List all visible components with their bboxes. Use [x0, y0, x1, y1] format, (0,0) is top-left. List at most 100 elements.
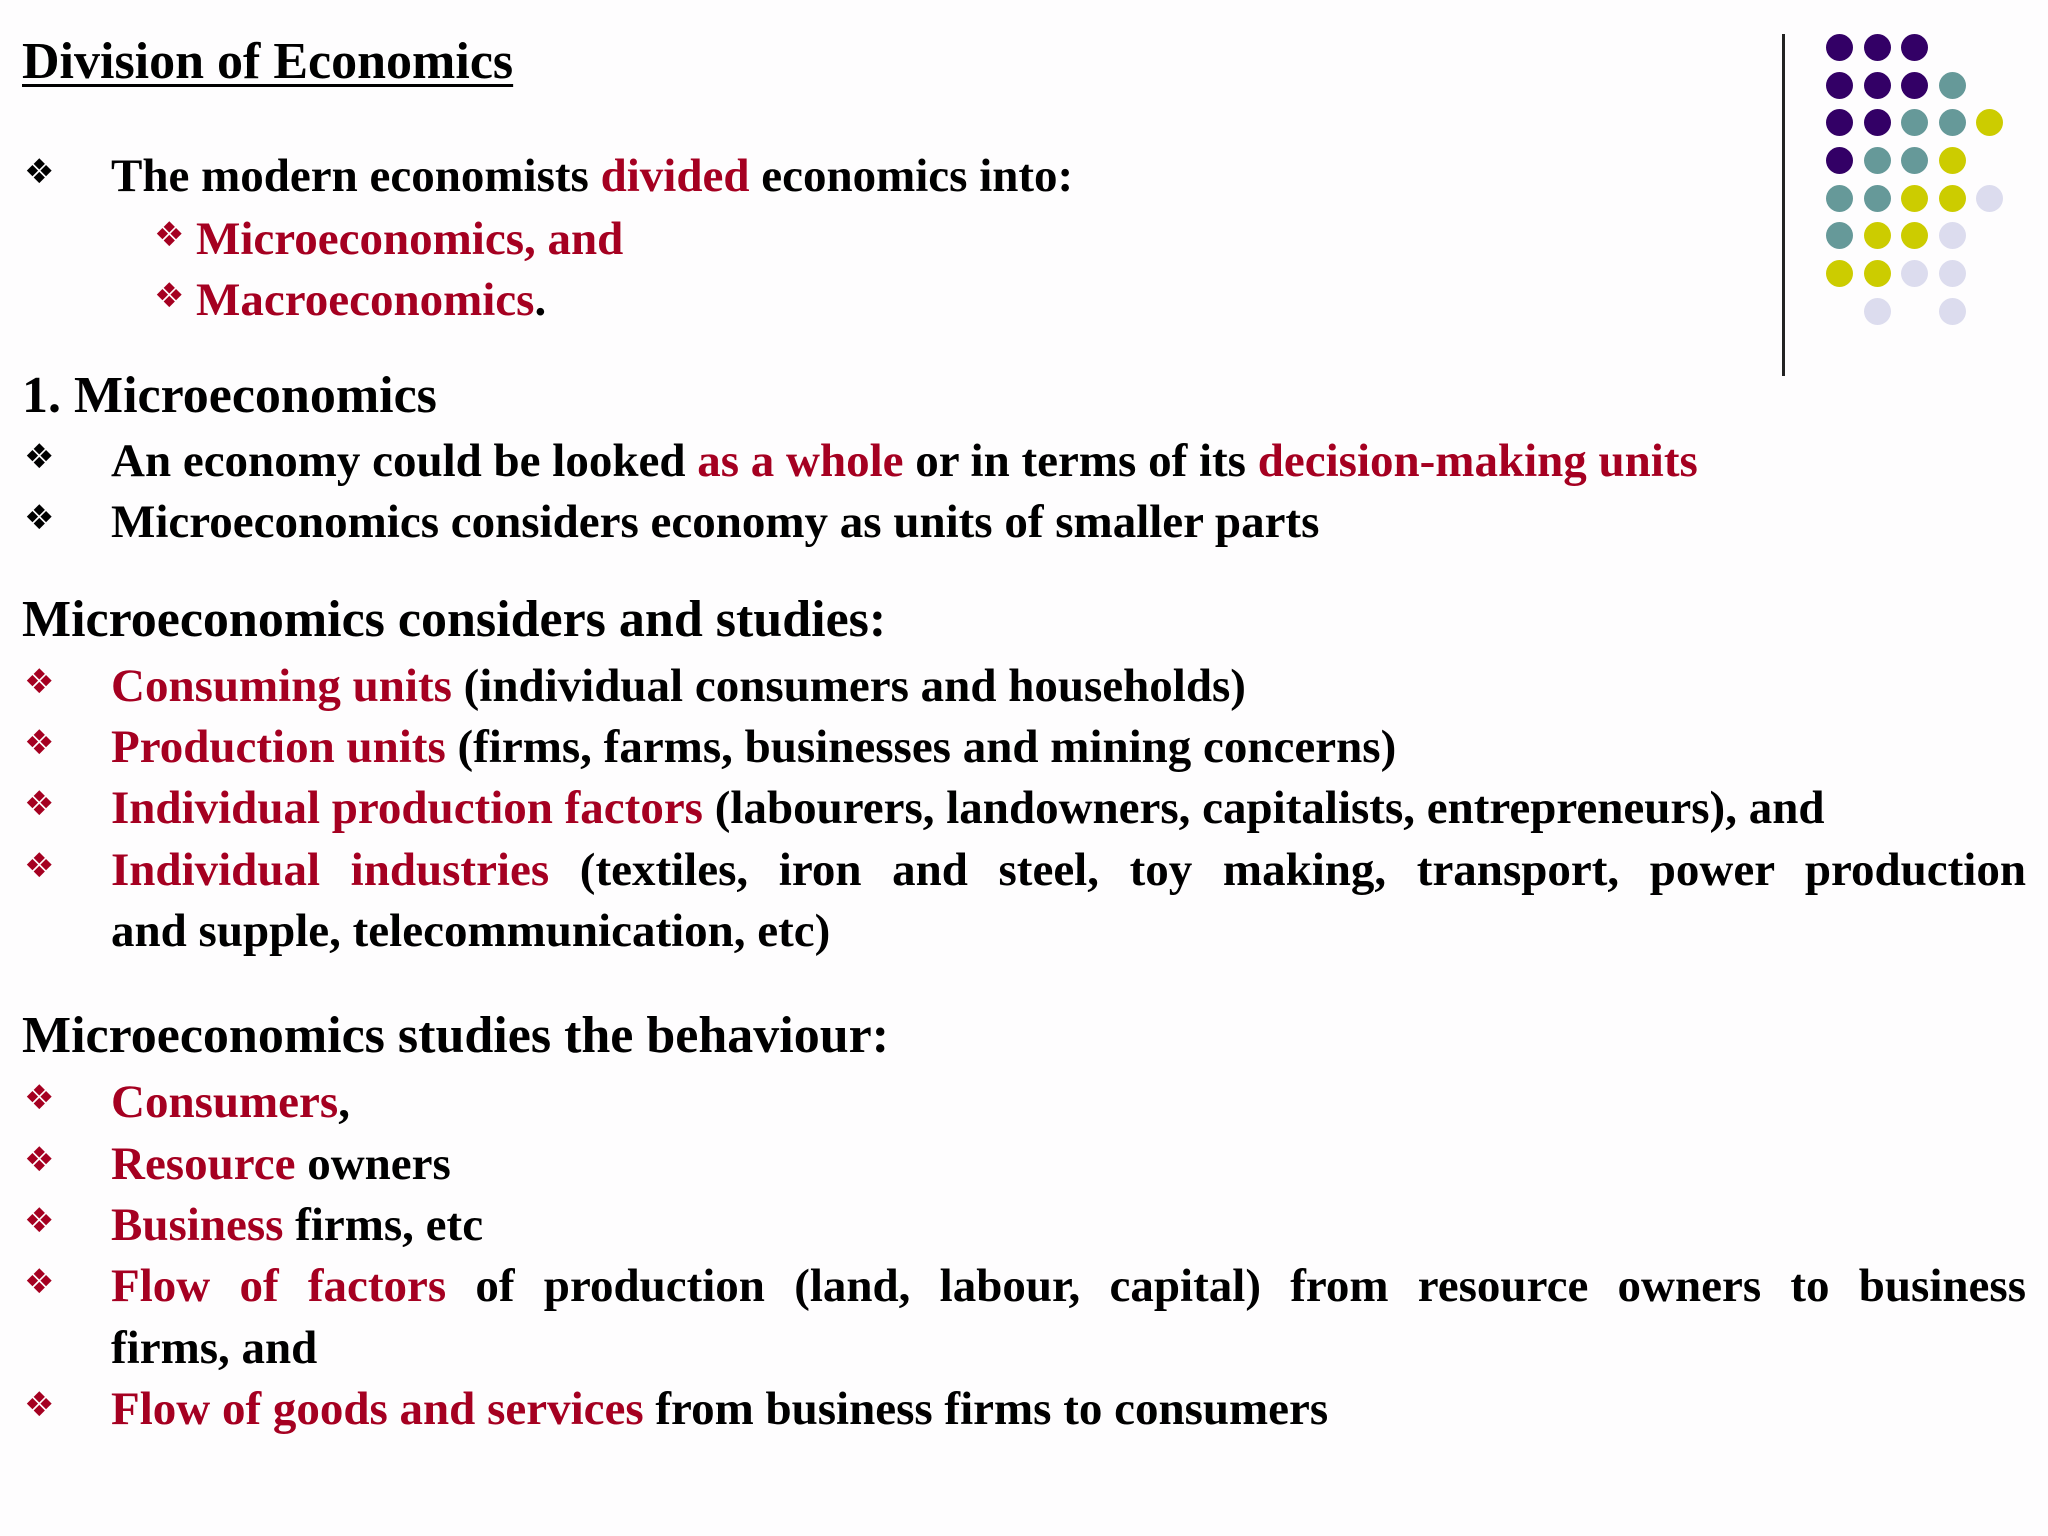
decorative-dot — [1976, 109, 2003, 136]
text: (labourers, landowners, capitalists, ent… — [702, 782, 1825, 834]
decorative-dot — [1901, 109, 1928, 136]
decorative-dot — [1864, 185, 1891, 212]
highlighted-text: Flow of factors — [111, 1260, 447, 1312]
decorative-dot — [1976, 185, 2003, 212]
text: firms, and — [111, 1322, 318, 1374]
bullet-icon: ❖ — [24, 437, 55, 477]
highlighted-text: Macroeconomics — [196, 274, 535, 326]
decorative-dot — [1901, 34, 1928, 61]
section-heading: 1. Microeconomics — [22, 368, 437, 424]
bullet-item: ❖ Individual industries (textiles, iron a… — [24, 842, 2026, 898]
bullet-item: ❖ Consuming units (individual consumers a… — [24, 658, 1246, 714]
bullet-item: ❖ Flow of goods and services from busines… — [24, 1381, 1329, 1437]
decorative-dot — [1826, 109, 1853, 136]
bullet-item: ❖ Consumers, — [24, 1074, 350, 1130]
bullet-icon: ❖ — [24, 498, 55, 538]
decorative-dot — [1901, 147, 1928, 174]
decorative-dot — [1864, 260, 1891, 287]
text: Microeconomics studies the behaviour: — [22, 1007, 890, 1064]
text: from business firms to consumers — [643, 1383, 1329, 1435]
text: Microeconomics considers economy as unit… — [111, 496, 1320, 548]
section-heading: Microeconomics considers and studies: — [22, 592, 886, 648]
text: 1. Microeconomics — [22, 367, 437, 424]
bullet-icon: ❖ — [24, 1262, 55, 1302]
text: (textiles, iron and steel, toy making, t… — [549, 844, 2026, 896]
bullet-item: ❖ Production units (firms, farms, busines… — [24, 719, 1397, 775]
section-heading: Microeconomics studies the behaviour: — [22, 1008, 889, 1064]
bullet-icon: ❖ — [24, 1078, 55, 1118]
text: An economy could be looked — [111, 435, 698, 487]
text: The modern economists — [111, 150, 601, 202]
bullet-item: firms, and — [111, 1320, 317, 1376]
bullet-icon: ❖ — [24, 152, 55, 192]
decorative-dot — [1826, 185, 1853, 212]
decorative-dot — [1826, 72, 1853, 99]
bullet-item: ❖ Microeconomics considers economy as uni… — [24, 494, 1320, 550]
decorative-dot — [1864, 109, 1891, 136]
text: economics into: — [749, 150, 1074, 202]
decorative-dot — [1939, 298, 1966, 325]
decorative-dot — [1901, 222, 1928, 249]
bullet-item: ❖ Individual production factors (labourer… — [24, 780, 1825, 836]
decorative-dot — [1901, 185, 1928, 212]
decorative-dot — [1901, 72, 1928, 99]
text: or in terms of its — [903, 435, 1258, 487]
decorative-dot — [1939, 147, 1966, 174]
bullet-item: ❖ Flow of factors of production (land, la… — [24, 1258, 2026, 1314]
bullet-icon: ❖ — [24, 723, 55, 763]
text: owners — [295, 1138, 451, 1190]
highlighted-text: Consuming units — [111, 660, 452, 712]
decorative-dot — [1901, 260, 1928, 287]
highlighted-text: Business — [111, 1199, 284, 1251]
highlighted-text: Resource — [111, 1138, 296, 1190]
decorative-dot — [1826, 260, 1853, 287]
highlighted-text: Consumers — [111, 1076, 339, 1128]
highlighted-text: Microeconomics, and — [196, 213, 624, 265]
bullet-item: ❖ Business firms, etc — [24, 1197, 484, 1253]
bullet-icon: ❖ — [154, 276, 185, 316]
decorative-dot — [1826, 222, 1853, 249]
decorative-dot — [1826, 147, 1853, 174]
decorative-dot — [1864, 222, 1891, 249]
decorative-dot — [1939, 109, 1966, 136]
highlighted-text: as a whole — [697, 435, 904, 487]
decorative-dot — [1939, 222, 1966, 249]
highlighted-text: decision-making units — [1257, 435, 1698, 487]
bullet-icon: ❖ — [24, 662, 55, 702]
text: of production (land, labour, capital) fr… — [446, 1260, 2026, 1312]
text: (firms, farms, businesses and mining con… — [445, 721, 1397, 773]
highlighted-text: Production units — [111, 721, 446, 773]
highlighted-text: Individual industries — [111, 844, 550, 896]
text: . — [534, 274, 547, 326]
highlighted-text: Individual production factors — [111, 782, 703, 834]
decorative-dot — [1939, 260, 1966, 287]
slide-title: Division of Economics — [22, 33, 514, 90]
decorative-dot — [1864, 72, 1891, 99]
bullet-item: ❖ The modern economists divided economics… — [24, 148, 1074, 204]
bullet-icon: ❖ — [24, 846, 55, 886]
highlighted-text: divided — [600, 150, 750, 202]
bullet-icon: ❖ — [24, 1140, 55, 1180]
decorative-divider — [1782, 34, 1785, 376]
bullet-item: ❖ An economy could be looked as a whole o… — [24, 433, 1698, 489]
text: , — [338, 1076, 350, 1128]
decorative-dot — [1826, 34, 1853, 61]
bullet-item: and supple, telecommunication, etc) — [111, 903, 830, 959]
bullet-icon: ❖ — [24, 784, 55, 824]
bullet-icon: ❖ — [154, 215, 185, 255]
bullet-item: ❖ Microeconomics, and — [154, 211, 624, 267]
highlighted-text: Flow of goods and services — [111, 1383, 644, 1435]
bullet-icon: ❖ — [24, 1385, 55, 1425]
decorative-dot — [1864, 34, 1891, 61]
decorative-dot — [1864, 147, 1891, 174]
text: and supple, telecommunication, etc) — [111, 905, 831, 957]
bullet-item: ❖ Resource owners — [24, 1136, 451, 1192]
decorative-dot — [1864, 298, 1891, 325]
text: Microeconomics considers and studies: — [22, 591, 887, 648]
decorative-dot — [1939, 72, 1966, 99]
text: firms, etc — [283, 1199, 484, 1251]
bullet-item: ❖ Macroeconomics. — [154, 272, 547, 328]
bullet-icon: ❖ — [24, 1201, 55, 1241]
decorative-dot — [1939, 185, 1966, 212]
text: (individual consumers and households) — [451, 660, 1246, 712]
